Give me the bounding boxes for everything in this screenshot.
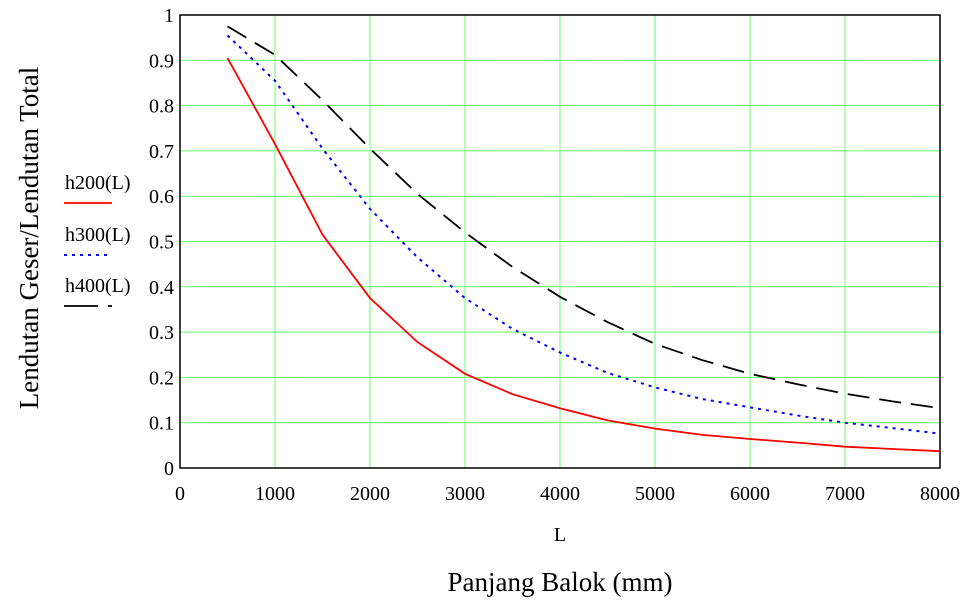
x-tick-label: 3000 xyxy=(445,483,485,505)
y-tick-label: 0.7 xyxy=(149,141,174,163)
grid xyxy=(180,15,940,468)
legend-label: h300(L) xyxy=(65,224,131,246)
legend: h200(L) h300(L) h400(L) xyxy=(64,172,131,307)
y-tick-label: 0.4 xyxy=(149,277,174,299)
y-tick-label: 1 xyxy=(164,5,174,27)
y-tick-label: 0.8 xyxy=(149,96,174,118)
series-line-h400l xyxy=(227,25,941,410)
y-tick-labels: 0 0.1 0.2 0.3 0.4 0.5 0.6 0.7 0.8 0.9 1 xyxy=(149,5,174,480)
y-tick-label: 0.1 xyxy=(149,413,174,435)
y-tick-label: 0.9 xyxy=(149,50,174,72)
y-tick-label: 0.2 xyxy=(149,367,174,389)
legend-label: h400(L) xyxy=(65,275,131,297)
x-axis-secondary-label: Panjang Balok (mm) xyxy=(448,567,673,597)
x-tick-label: 0 xyxy=(175,483,185,505)
legend-label: h200(L) xyxy=(65,172,131,194)
plot-area-frame xyxy=(179,14,941,469)
x-tick-label: 4000 xyxy=(540,483,580,505)
y-tick-label: 0.5 xyxy=(149,232,174,254)
y-tick-label: 0.6 xyxy=(149,186,174,208)
y-tick-label: 0.3 xyxy=(149,322,174,344)
x-axis-label: L xyxy=(554,524,566,546)
y-axis-label: Lendutan Geser/Lendutan Total xyxy=(14,67,44,410)
series-lines xyxy=(226,25,941,453)
series-line-h300l xyxy=(226,34,941,435)
x-tick-label: 1000 xyxy=(255,483,295,505)
series-line-h200l xyxy=(226,57,941,453)
x-tick-label: 2000 xyxy=(350,483,390,505)
x-tick-labels: 0 1000 2000 3000 4000 5000 6000 7000 8000 xyxy=(175,483,960,505)
x-tick-label: 7000 xyxy=(825,483,865,505)
x-tick-label: 5000 xyxy=(635,483,675,505)
x-tick-label: 6000 xyxy=(730,483,770,505)
y-tick-label: 0 xyxy=(164,458,174,480)
x-tick-label: 8000 xyxy=(920,483,960,505)
